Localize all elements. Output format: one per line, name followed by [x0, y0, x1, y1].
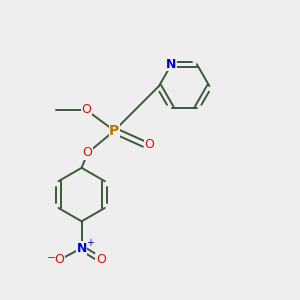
Text: +: + [86, 238, 94, 248]
Text: −: − [47, 254, 57, 263]
Text: N: N [167, 58, 177, 71]
Text: O: O [81, 103, 91, 116]
Text: O: O [145, 138, 154, 151]
Text: O: O [96, 254, 106, 266]
Text: O: O [82, 146, 92, 160]
Text: P: P [109, 124, 119, 138]
Text: O: O [54, 254, 64, 266]
Text: N: N [76, 242, 87, 255]
